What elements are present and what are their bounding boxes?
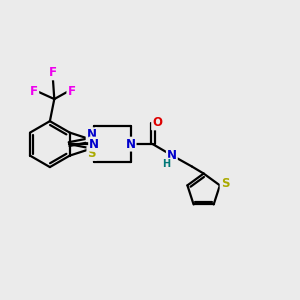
Text: N: N: [167, 149, 177, 162]
Text: F: F: [30, 85, 38, 98]
Text: F: F: [49, 66, 57, 80]
Text: N: N: [126, 138, 136, 151]
Text: O: O: [152, 116, 162, 129]
Text: H: H: [163, 158, 171, 169]
Text: S: S: [87, 147, 96, 160]
Text: N: N: [87, 128, 97, 141]
Text: S: S: [220, 177, 229, 190]
Text: F: F: [68, 85, 75, 98]
Text: N: N: [89, 138, 99, 151]
